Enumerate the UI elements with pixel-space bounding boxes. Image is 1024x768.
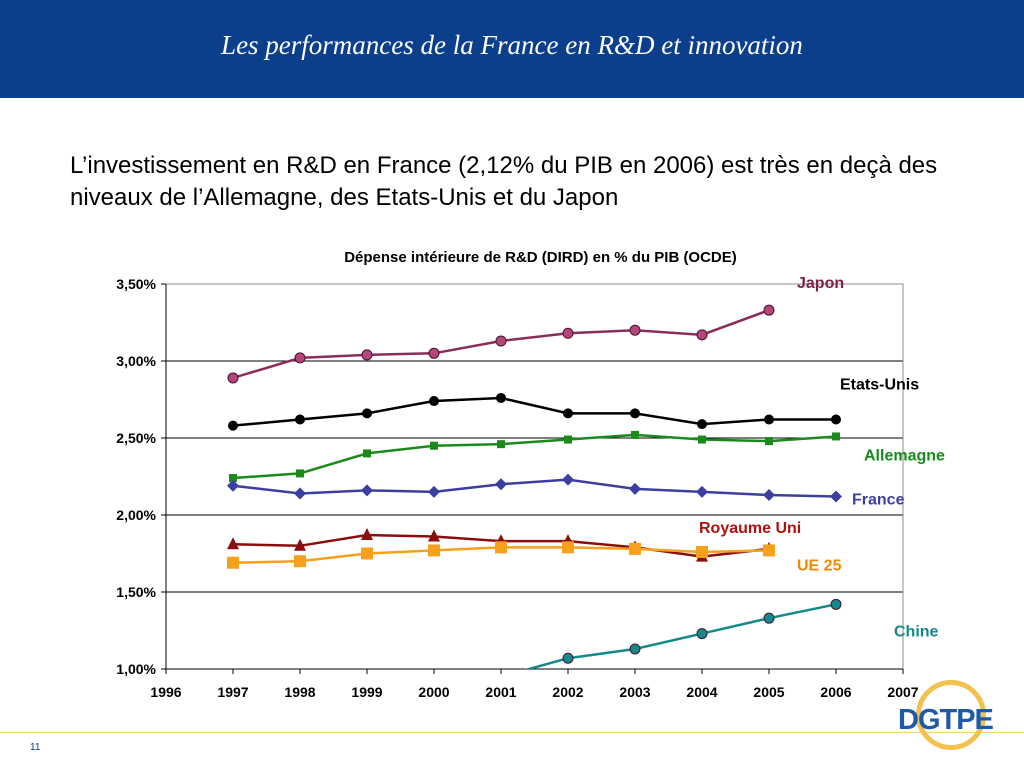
- data-point-france: [227, 479, 239, 492]
- data-point-etats-unis: [697, 419, 707, 430]
- series-label-japon: Japon: [797, 275, 844, 292]
- series-label-allemagne: Allemagne: [864, 447, 945, 464]
- data-point-japon: [562, 327, 574, 339]
- data-point-ue-25: [696, 545, 708, 558]
- data-point-france: [495, 478, 507, 491]
- series-line-allemagne: [232, 433, 837, 480]
- data-point-etats-unis: [563, 408, 573, 419]
- data-point-etats-unis: [429, 396, 439, 407]
- x-tick-label: 2004: [686, 684, 717, 700]
- y-tick-label: 3,00%: [116, 353, 156, 369]
- data-point-allemagne: [363, 449, 371, 458]
- data-point-allemagne: [564, 435, 572, 444]
- data-point-france: [763, 488, 775, 501]
- page-number: 11: [30, 742, 41, 753]
- series-label-royaume-uni: Royaume Uni: [699, 520, 801, 537]
- footer-divider: [0, 732, 1024, 733]
- x-tick-label: 2003: [619, 684, 650, 700]
- slide-title: Les performances de la France en R&D et …: [221, 30, 803, 60]
- data-point-allemagne: [765, 437, 773, 446]
- plot-area: [227, 304, 842, 669]
- data-point-allemagne: [296, 469, 304, 478]
- data-point-chine: [562, 652, 574, 664]
- data-point-etats-unis: [831, 414, 841, 425]
- title-banner: [0, 0, 1024, 98]
- data-point-france: [562, 473, 574, 486]
- data-point-allemagne: [229, 474, 237, 483]
- data-point-ue-25: [361, 547, 373, 560]
- data-point-japon: [696, 329, 708, 341]
- data-point-chine: [629, 643, 641, 655]
- data-point-japon: [361, 349, 373, 361]
- y-tick-label: 1,50%: [116, 584, 156, 600]
- data-point-france: [629, 482, 641, 495]
- data-point-japon: [495, 335, 507, 347]
- data-point-japon: [227, 372, 239, 384]
- y-tick-label: 2,50%: [116, 430, 156, 446]
- y-tick-label: 2,00%: [116, 507, 156, 523]
- data-point-chine: [830, 598, 842, 610]
- data-point-allemagne: [430, 441, 438, 450]
- x-tick-label: 1998: [284, 684, 315, 700]
- logo-ring-icon: [916, 680, 986, 750]
- data-point-etats-unis: [630, 408, 640, 419]
- y-tick-label: 3,50%: [116, 276, 156, 292]
- data-point-france: [294, 487, 306, 500]
- data-point-etats-unis: [764, 414, 774, 425]
- x-tick-label: 2006: [820, 684, 851, 700]
- data-point-ue-25: [428, 544, 440, 557]
- data-point-france: [428, 485, 440, 498]
- data-point-etats-unis: [496, 392, 506, 403]
- data-point-ue-25: [562, 541, 574, 554]
- data-point-france: [830, 490, 842, 503]
- data-point-etats-unis: [295, 414, 305, 425]
- x-tick-label: 1997: [217, 684, 248, 700]
- x-tick-label: 1996: [150, 684, 181, 700]
- data-point-ue-25: [227, 556, 239, 569]
- logo: DGTPE: [898, 704, 994, 736]
- data-point-japon: [763, 304, 775, 316]
- data-point-royaume-uni: [294, 538, 306, 551]
- data-point-ue-25: [294, 555, 306, 568]
- x-tick-label: 2005: [753, 684, 784, 700]
- chart-title: Dépense intérieure de R&D (DIRD) en % du…: [344, 249, 737, 266]
- data-point-france: [361, 484, 373, 497]
- data-point-allemagne: [497, 440, 505, 449]
- data-point-royaume-uni: [361, 528, 373, 541]
- data-point-ue-25: [763, 544, 775, 557]
- x-tick-label: 2000: [418, 684, 449, 700]
- plot-frame: [165, 283, 904, 670]
- data-point-royaume-uni: [227, 537, 239, 550]
- y-tick-label: 1,00%: [116, 661, 156, 677]
- data-point-allemagne: [631, 430, 639, 439]
- header-divider: [0, 98, 1024, 100]
- series-label-france: France: [852, 492, 905, 509]
- data-point-etats-unis: [362, 408, 372, 419]
- series-label-etats-unis: Etats-Unis: [840, 377, 919, 394]
- data-point-chine: [763, 612, 775, 624]
- series-line-chine: [524, 603, 837, 669]
- x-tick-label: 1999: [351, 684, 382, 700]
- data-point-ue-25: [495, 541, 507, 554]
- data-point-ue-25: [629, 542, 641, 555]
- series-label-chine: Chine: [894, 623, 939, 640]
- data-point-allemagne: [698, 435, 706, 444]
- data-point-allemagne: [832, 432, 840, 441]
- series-label-ue-25: UE 25: [797, 557, 842, 574]
- x-tick-label: 2002: [552, 684, 583, 700]
- x-tick-label: 2007: [887, 684, 918, 700]
- data-point-japon: [428, 347, 440, 359]
- data-point-etats-unis: [228, 420, 238, 431]
- series-line-france: [232, 478, 837, 498]
- data-point-japon: [629, 324, 641, 336]
- data-point-chine: [696, 628, 708, 640]
- data-point-japon: [294, 352, 306, 364]
- x-tick-label: 2001: [485, 684, 516, 700]
- slide-subtitle: L’investissement en R&D en France (2,12%…: [70, 152, 938, 211]
- data-point-royaume-uni: [428, 529, 440, 542]
- series-line-etats-unis: [232, 396, 836, 427]
- data-point-france: [696, 485, 708, 498]
